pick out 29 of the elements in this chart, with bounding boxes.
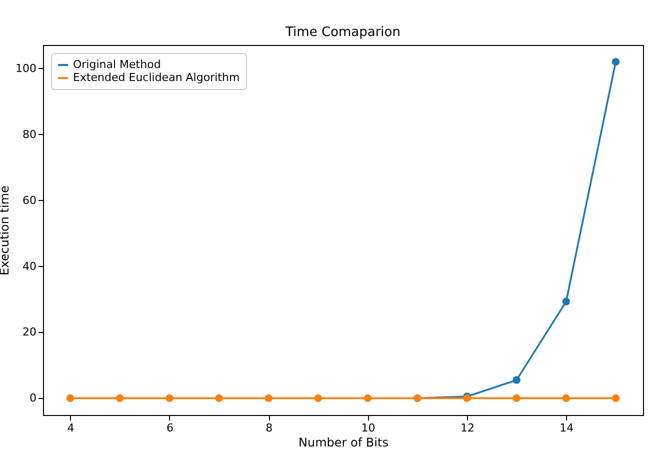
x-tick-label: 12 — [460, 422, 474, 434]
point — [264, 394, 272, 402]
x-tick-label: 14 — [560, 422, 574, 434]
legend-label: Extended Euclidean Algorithm — [73, 71, 240, 84]
point — [562, 298, 570, 306]
point — [166, 394, 174, 402]
point — [215, 394, 223, 402]
point — [512, 394, 520, 402]
y-tick-label: 20 — [22, 326, 36, 339]
y-tick-label: 60 — [22, 194, 36, 207]
y-tick-label: 40 — [22, 260, 36, 273]
y-tick-label: 100 — [16, 62, 36, 75]
x-tick-label: 6 — [166, 422, 174, 434]
point — [116, 394, 124, 402]
x-tick-label: 4 — [67, 422, 74, 434]
point — [314, 394, 322, 402]
point — [512, 376, 520, 384]
y-tick-label: 0 — [30, 392, 36, 405]
point — [562, 394, 570, 402]
point — [612, 394, 620, 402]
point — [364, 394, 372, 402]
legend-label: Original Method — [73, 58, 161, 71]
y-tick-label: 80 — [22, 128, 36, 141]
x-axis-title: Number of Bits — [298, 436, 388, 450]
x-tick-label: 8 — [266, 422, 273, 434]
chart-title: Time Comaparion — [284, 25, 400, 40]
point — [612, 58, 620, 66]
point — [66, 394, 74, 402]
x-tick-label: 10 — [361, 422, 376, 434]
